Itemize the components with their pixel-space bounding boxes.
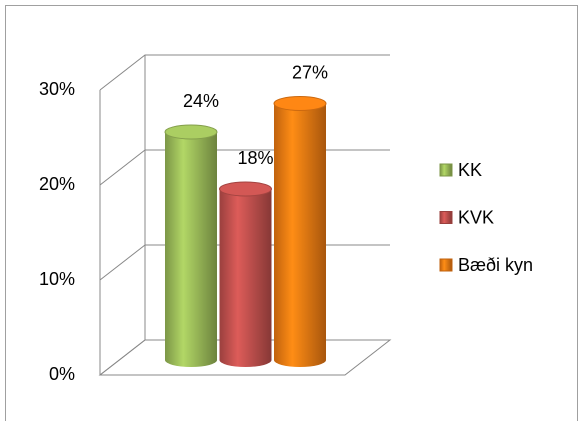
legend-swatch xyxy=(439,163,453,177)
legend-swatch xyxy=(439,211,453,224)
bar xyxy=(219,189,272,360)
bar xyxy=(165,132,217,360)
y-tick-label: 10% xyxy=(39,269,75,289)
y-tick-label: 20% xyxy=(39,174,75,194)
bar xyxy=(274,103,326,360)
y-tick-label: 30% xyxy=(39,79,75,99)
legend-label: KVK xyxy=(458,207,494,227)
data-label: 27% xyxy=(292,62,328,82)
bar-top xyxy=(273,96,327,111)
legend-label: Bæði kyn xyxy=(458,255,533,275)
data-label: 18% xyxy=(237,148,273,168)
bar-top xyxy=(219,181,272,197)
y-tick-label: 0% xyxy=(49,364,75,384)
data-label: 24% xyxy=(183,91,219,111)
legend-label: KK xyxy=(458,160,482,180)
legend-swatch xyxy=(439,258,453,272)
bar-top xyxy=(164,124,218,140)
